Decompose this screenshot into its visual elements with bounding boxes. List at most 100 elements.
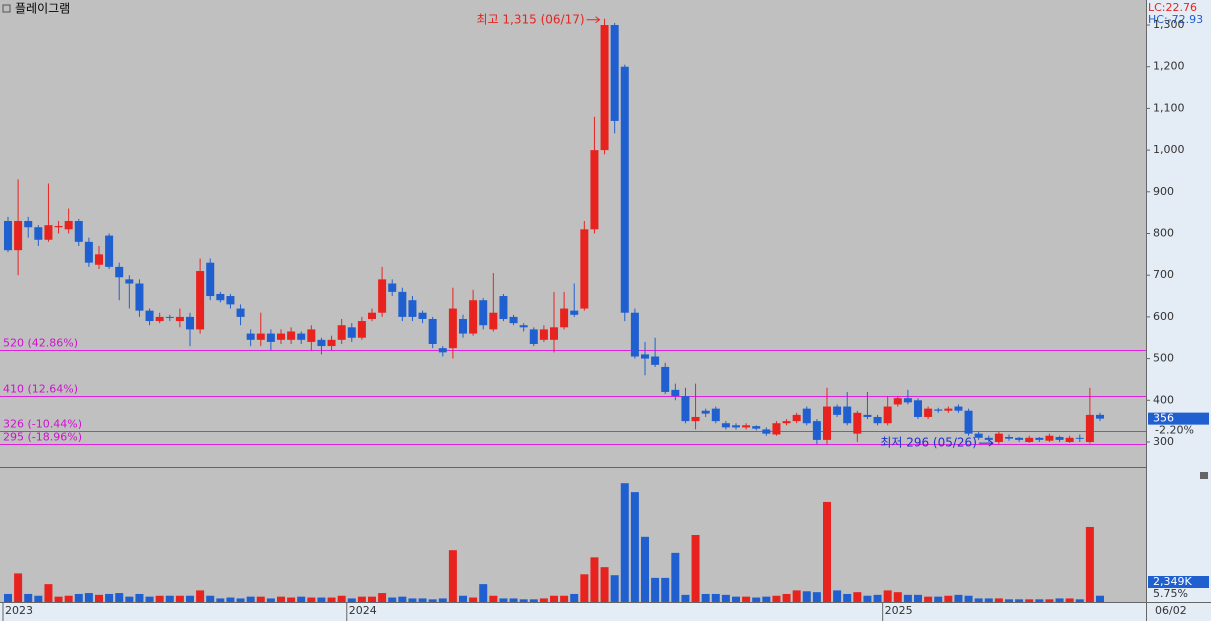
volume-bar [843,593,852,602]
candle-body [1065,437,1074,442]
candle-body [984,437,993,440]
volume-bar [44,584,53,602]
volume-bar [802,591,811,602]
volume-bar [762,596,771,602]
candle-body [115,266,124,278]
volume-bar [115,593,124,602]
candle-body [812,421,821,440]
candle-body [74,220,83,242]
volume-label: 2,349K [1153,575,1192,588]
volume-bar [14,573,23,602]
reference-label: 326 (-10.44%) [3,418,82,431]
volume-bar [418,598,427,602]
volume-bar [74,593,83,602]
volume-bar [165,595,174,602]
max-arrow [586,16,601,24]
candle-body [448,308,457,349]
candle-body [509,316,518,324]
candle-body [459,318,467,334]
y-tick-label: 1,300 [1153,18,1185,31]
reference-label: 520 (42.86%) [3,337,78,350]
candle-body [721,423,730,428]
candle-body [84,241,93,263]
volume-bar [984,598,993,602]
candle-body [570,310,579,315]
candle-body [24,220,33,228]
icon[interactable] [2,4,11,13]
volume-bar [34,595,43,602]
candle-body [236,308,245,317]
candle-body [34,227,43,240]
candle-body [529,329,538,344]
volume-bar [1025,599,1034,602]
volume-bar [833,590,842,602]
x-axis-bg [0,602,1146,621]
volume-bar [671,552,680,602]
candle-body [1045,435,1054,441]
volume-bar [782,593,791,602]
reference-label: 295 (-18.96%) [3,431,82,444]
volume-bar [721,594,730,602]
candle-body [216,293,225,301]
volume-bar [236,598,245,602]
chart-title: 플레이그램 [15,2,70,16]
candle-body [347,327,356,338]
volume-bar [681,594,690,602]
candle-body [1005,436,1013,439]
candle-body [802,408,811,424]
volume-bar [873,594,882,602]
candle-body [499,296,508,319]
candle-body [600,25,609,151]
volume-bar [459,595,467,602]
candle-body [368,312,376,319]
volume-bar [620,483,629,602]
volume-bar [1075,599,1084,602]
volume-bar [307,597,316,602]
volume-bar [95,594,103,602]
volume-bar [974,598,983,602]
volume-bar [570,593,579,602]
volume-bar [964,595,973,602]
candle-body [630,312,639,357]
volume-bar [610,575,619,602]
volume-bar [661,577,670,602]
candle-body [145,310,154,322]
panel-close[interactable] [1200,472,1208,479]
volume-bar [175,595,184,602]
y-tick-label: 300 [1153,435,1174,448]
candle-body [1096,414,1104,419]
candle-body [196,271,205,330]
volume-bar [327,597,336,602]
y-tick-label: 1,200 [1153,60,1185,73]
candle-body [125,279,134,284]
volume-bar [125,596,134,602]
candle-body [782,421,791,424]
candle-body [964,410,973,434]
y-tick-label: 800 [1153,227,1174,240]
candle-body [469,300,478,334]
candle-body [337,325,346,340]
volume-bar [590,557,599,602]
volume-bar [630,492,639,602]
y-tick-label: 700 [1153,268,1174,281]
candle-body [944,408,953,411]
volume-bar [246,596,255,602]
axis-bg [1146,0,1211,621]
volume-bar [1035,599,1044,602]
lc-label: LC:22.76 [1148,1,1197,14]
price-marker [1148,412,1209,425]
candle-body [752,426,761,429]
candle-body [620,66,629,313]
volume-bar [539,598,548,602]
volume-bar [216,598,225,602]
y-tick-label: 1,000 [1153,143,1185,156]
candle-body [14,220,23,251]
candle-body [266,333,275,342]
volume-bar [347,598,356,602]
candle-body [924,408,933,417]
candle-body [1035,437,1044,440]
candle-body [287,331,296,340]
x-tick-label: 2025 [885,604,913,617]
